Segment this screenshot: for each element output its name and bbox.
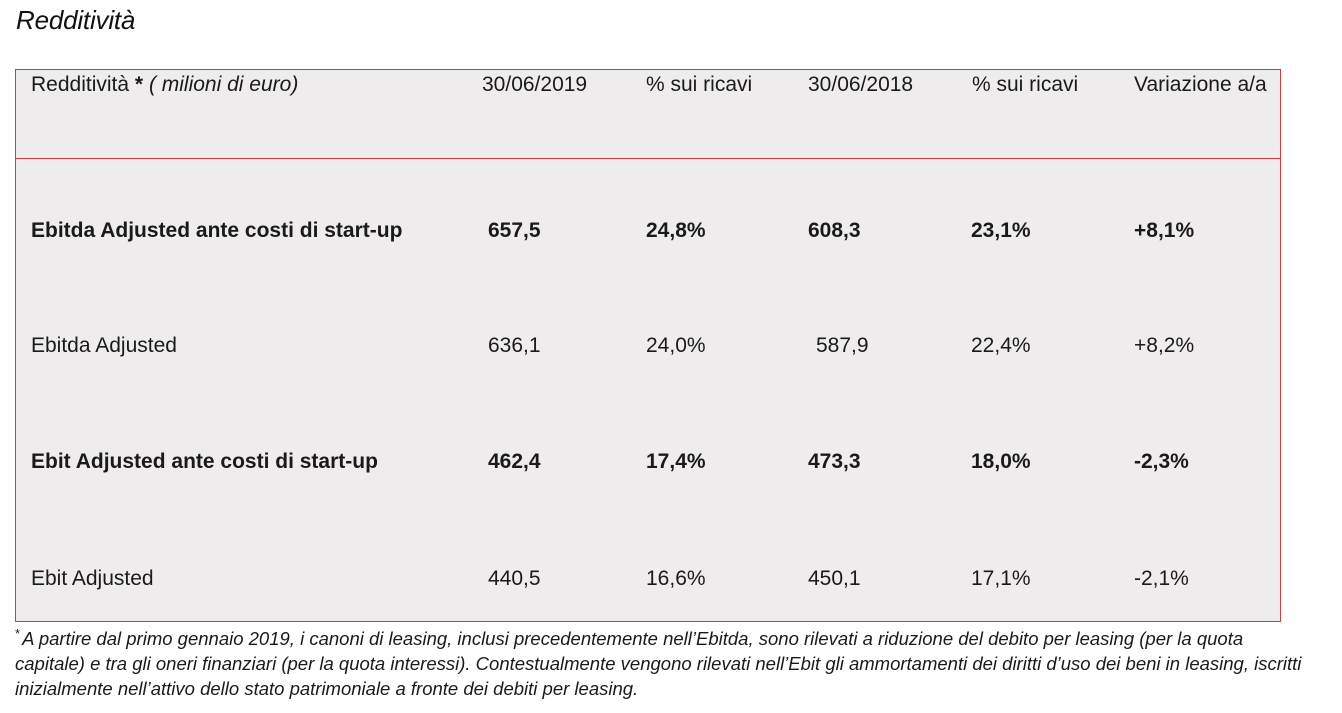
- value-2019: 462,4: [488, 450, 541, 473]
- pct-2019: 24,0%: [646, 334, 706, 357]
- pct-2018: 23,1%: [971, 219, 1031, 242]
- footnote: * A partire dal primo gennaio 2019, i can…: [15, 626, 1305, 701]
- row-label: Ebitda Adjusted ante costi di start-up: [31, 219, 403, 242]
- change-value: -2,1%: [1134, 567, 1189, 590]
- pct-2019: 16,6%: [646, 567, 706, 590]
- pct-2018: 17,1%: [971, 567, 1031, 590]
- pct-2018: 18,0%: [971, 450, 1031, 473]
- header-label: Redditività: [31, 73, 130, 96]
- header-2018: 30/06/2018: [808, 73, 914, 96]
- value-2018: 473,3: [808, 450, 861, 473]
- value-2018: 608,3: [808, 219, 861, 242]
- row-label: Ebitda Adjusted: [31, 334, 177, 357]
- header-label-cell: Redditività * ( milioni di euro): [31, 70, 298, 100]
- profitability-table: Redditività * ( milioni di euro) 30/06/2…: [15, 69, 1281, 622]
- table-row: Ebit Adjusted ante costi di start-up 462…: [16, 442, 1280, 482]
- row-label: Ebit Adjusted: [31, 567, 154, 590]
- value-2018: 450,1: [808, 567, 861, 590]
- footnote-text: A partire dal primo gennaio 2019, i cano…: [15, 628, 1302, 699]
- page-title: Redditività: [16, 5, 136, 35]
- header-pct-2018: % sui ricavi: [972, 73, 1079, 96]
- table-row: Ebit Adjusted 440,5 16,6% 450,1 17,1% -2…: [16, 559, 1280, 599]
- table-row: Ebitda Adjusted ante costi di start-up 6…: [16, 211, 1280, 251]
- change-value: -2,3%: [1134, 450, 1189, 473]
- change-value: +8,2%: [1134, 334, 1195, 357]
- value-2019: 657,5: [488, 219, 541, 242]
- change-value: +8,1%: [1134, 219, 1195, 242]
- footnote-mark: *: [15, 625, 21, 641]
- value-2018: 587,9: [816, 334, 869, 357]
- value-2019: 440,5: [488, 567, 541, 590]
- header-unit: ( milioni di euro): [148, 73, 299, 96]
- row-label: Ebit Adjusted ante costi di start-up: [31, 450, 378, 473]
- pct-2018: 22,4%: [971, 334, 1031, 357]
- header-star: *: [134, 73, 144, 96]
- header-pct-2019: % sui ricavi: [646, 73, 753, 96]
- header-2019: 30/06/2019: [482, 73, 588, 96]
- table-header: Redditività * ( milioni di euro) 30/06/2…: [16, 70, 1280, 159]
- value-2019: 636,1: [488, 334, 541, 357]
- table-row: Ebitda Adjusted 636,1 24,0% 587,9 22,4% …: [16, 326, 1280, 366]
- header-change: Variazione a/a: [1134, 73, 1267, 96]
- pct-2019: 17,4%: [646, 450, 706, 473]
- pct-2019: 24,8%: [646, 219, 706, 242]
